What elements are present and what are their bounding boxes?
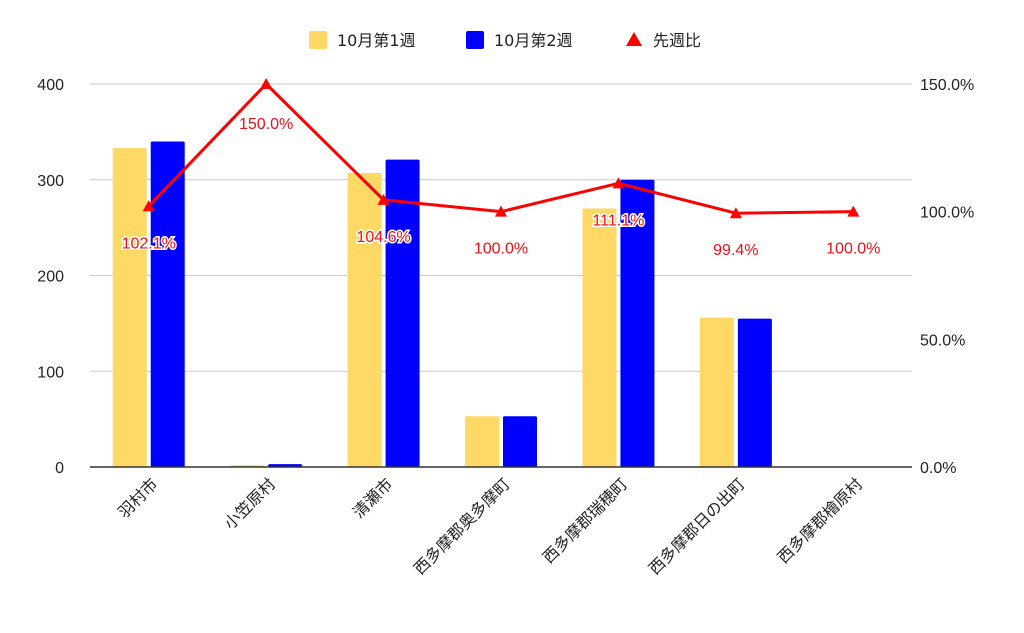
legend-swatch-2 <box>466 31 484 49</box>
ratio-point-marker <box>260 78 273 89</box>
y-axis-left: 0 100 200 300 400 <box>37 77 64 477</box>
ratio-line <box>142 78 860 219</box>
x-category-label: 清瀬市 <box>349 474 396 521</box>
bar-1 <box>347 173 382 468</box>
y-right-tick-label: 150.0% <box>920 77 974 94</box>
y-left-tick-label: 300 <box>37 173 64 190</box>
bar-1 <box>112 148 147 467</box>
bar-2 <box>737 318 772 467</box>
bar-2 <box>620 179 655 467</box>
ratio-data-label: 100.0% <box>474 241 528 258</box>
x-axis: 羽村市 小笠原村 清瀬市 西多摩郡奥多摩町 西多摩郡瑞穂町 西多摩郡日の出町 西多摩郡檜原村 <box>90 466 912 578</box>
ratio-point-marker <box>729 207 742 219</box>
ratio-data-label: 111.1% <box>592 212 644 229</box>
ratio-data-label: 100.0% <box>826 241 880 258</box>
x-category-label: 西多摩郡奥多摩町 <box>410 474 514 578</box>
legend-swatch-3 <box>626 32 642 46</box>
legend-label: 10月第1週 <box>337 31 416 50</box>
ratio-point-marker <box>847 205 860 217</box>
bar-1 <box>582 208 617 467</box>
y-right-tick-label: 0.0% <box>920 460 956 477</box>
ratio-series-line <box>147 82 854 215</box>
bar-2 <box>150 141 185 467</box>
bar-2 <box>385 159 420 467</box>
ratio-point-marker <box>612 177 625 189</box>
ratio-point-marker <box>495 205 507 217</box>
data-labels: 102.1% 150.0% 104.6% 100.0% 111.1% 99.4% 100.0… <box>120 115 882 261</box>
y-axis-right: 0.0% 50.0% 100.0% 150.0% <box>920 77 974 477</box>
y-left-tick-label: 0 <box>55 460 64 477</box>
bar-1 <box>699 317 734 467</box>
ratio-data-label: 99.4% <box>713 242 758 259</box>
ratio-point-marker <box>377 193 390 205</box>
y-left-tick-label: 400 <box>37 77 64 94</box>
y-right-tick-label: 100.0% <box>920 205 974 222</box>
legend: 10月第1週 10月第2週 先週比 <box>309 31 701 50</box>
y-right-tick-label: 50.0% <box>920 332 965 349</box>
legend-swatch-1 <box>309 31 327 49</box>
ratio-data-label: 102.1% <box>122 235 176 252</box>
x-category-label: 西多摩郡日の出町 <box>645 474 749 578</box>
ratio-point-marker <box>142 200 155 212</box>
gridlines <box>90 83 912 372</box>
ratio-data-label: 150.0% <box>239 116 293 133</box>
x-category-label: 西多摩郡檜原村 <box>773 474 866 567</box>
x-category-label: 羽村市 <box>114 474 161 521</box>
x-category-label: 小笠原村 <box>220 474 279 533</box>
ratio-data-label: 104.6% <box>356 229 410 246</box>
legend-label: 10月第2週 <box>494 31 573 50</box>
x-category-label: 西多摩郡瑞穂町 <box>539 474 632 567</box>
bars <box>112 141 772 468</box>
legend-label: 先週比 <box>653 31 701 50</box>
bar-2 <box>503 416 537 467</box>
bar-1 <box>465 416 499 467</box>
y-left-tick-label: 200 <box>37 269 64 286</box>
y-left-tick-label: 100 <box>37 364 64 381</box>
